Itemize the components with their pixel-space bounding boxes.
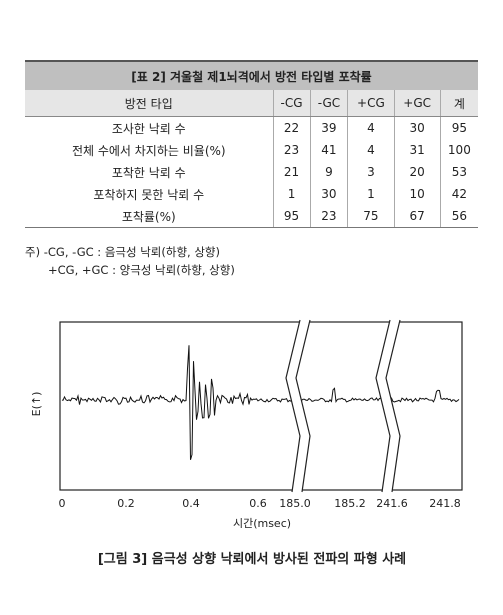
- table-cell: 30: [309, 183, 348, 205]
- table-row: 전체 수에서 차지하는 비율(%) 23 41 4 31 100: [25, 139, 478, 161]
- break-fill: [286, 320, 310, 492]
- table-cell: 95: [272, 205, 311, 228]
- table-cell: 21: [272, 161, 311, 183]
- table-cell: 9: [309, 161, 348, 183]
- break-fill: [376, 320, 400, 492]
- table-cell: 1: [272, 183, 311, 205]
- break-line: [375, 319, 391, 493]
- table-row: 조사한 낙뢰 수 22 39 4 30 95: [25, 116, 478, 139]
- table-cell: 포착한 낙뢰 수: [111, 165, 186, 180]
- column-header: -CG: [272, 90, 311, 117]
- table-cell: 포착하지 못한 낙뢰 수: [93, 187, 205, 202]
- table-row: 포착한 낙뢰 수 21 9 3 20 53: [25, 161, 478, 183]
- table-cell: 전체 수에서 차지하는 비율(%): [71, 143, 226, 158]
- x-tick-label: 0.4: [182, 497, 200, 510]
- column-header: -GC: [309, 90, 348, 117]
- y-label: E(↑): [30, 392, 43, 417]
- table-cell: 20: [393, 161, 441, 183]
- x-tick-label: 241.6: [376, 497, 408, 510]
- table-cell: 67: [393, 205, 441, 228]
- table-cell: 75: [347, 205, 395, 228]
- table-cell: 10: [393, 183, 441, 205]
- column-header: +GC: [393, 90, 441, 117]
- table-cell: 56: [439, 205, 478, 228]
- x-tick-label: 0.2: [117, 497, 135, 510]
- table-cell: 포착률(%): [25, 205, 274, 228]
- table-cell: 30: [393, 116, 441, 139]
- table-cell: 3: [347, 161, 395, 183]
- waveform: [61, 345, 460, 460]
- column-header: 방전 타입: [25, 90, 274, 117]
- table-row: 포착률(%) 95 23 75 67 56: [25, 205, 478, 228]
- break-line: [385, 319, 401, 493]
- data-table: [표 2] 겨울철 제1뇌격에서 방전 타입별 포착률 방전 타입 -CG -GC +…: [25, 60, 478, 228]
- table-cell: 23: [272, 139, 311, 161]
- note: 주) -CG, -GC : 음극성 낙뢰(하향, 상향): [25, 245, 220, 259]
- x-tick-label: 0: [59, 497, 66, 510]
- x-tick-label: 241.8: [429, 497, 461, 510]
- table-cell: 조사한 낙뢰 수: [111, 121, 186, 136]
- table-cell: 95: [439, 116, 478, 139]
- table-cell: 42: [439, 183, 478, 205]
- x-tick-label: 185.2: [334, 497, 366, 510]
- table-cell: 4: [347, 116, 395, 139]
- break-line: [295, 319, 311, 493]
- axis-breaks: [285, 319, 401, 493]
- column-header: 계: [439, 90, 478, 117]
- table-cell: 1: [347, 183, 395, 205]
- plot-frame: [59, 321, 463, 491]
- table-cell: 53: [439, 161, 478, 183]
- table-caption: [표 2] 겨울철 제1뇌격에서 방전 타입별 포착률: [25, 60, 478, 90]
- table-cell: 22: [272, 116, 311, 139]
- table-cell: 41: [309, 139, 348, 161]
- break-line: [285, 319, 301, 493]
- x-label: 시간(msec): [233, 517, 291, 530]
- table-cell: 39: [309, 116, 348, 139]
- figure-caption: [그림 3] 음극성 상향 낙뢰에서 방사된 전파의 파형 사례: [98, 551, 406, 567]
- column-header: +CG: [347, 90, 395, 117]
- x-tick-label: 185.0: [279, 497, 311, 510]
- table-cell: 100: [439, 139, 478, 161]
- table-cell: 31: [393, 139, 441, 161]
- note: +CG, +GC : 양극성 낙뢰(하향, 상향): [48, 263, 235, 277]
- table-row: 포착하지 못한 낙뢰 수 1 30 1 10 42: [25, 183, 478, 205]
- x-tick-label: 0.6: [249, 497, 267, 510]
- table-cell: 4: [347, 139, 395, 161]
- table-cell: 23: [309, 205, 348, 228]
